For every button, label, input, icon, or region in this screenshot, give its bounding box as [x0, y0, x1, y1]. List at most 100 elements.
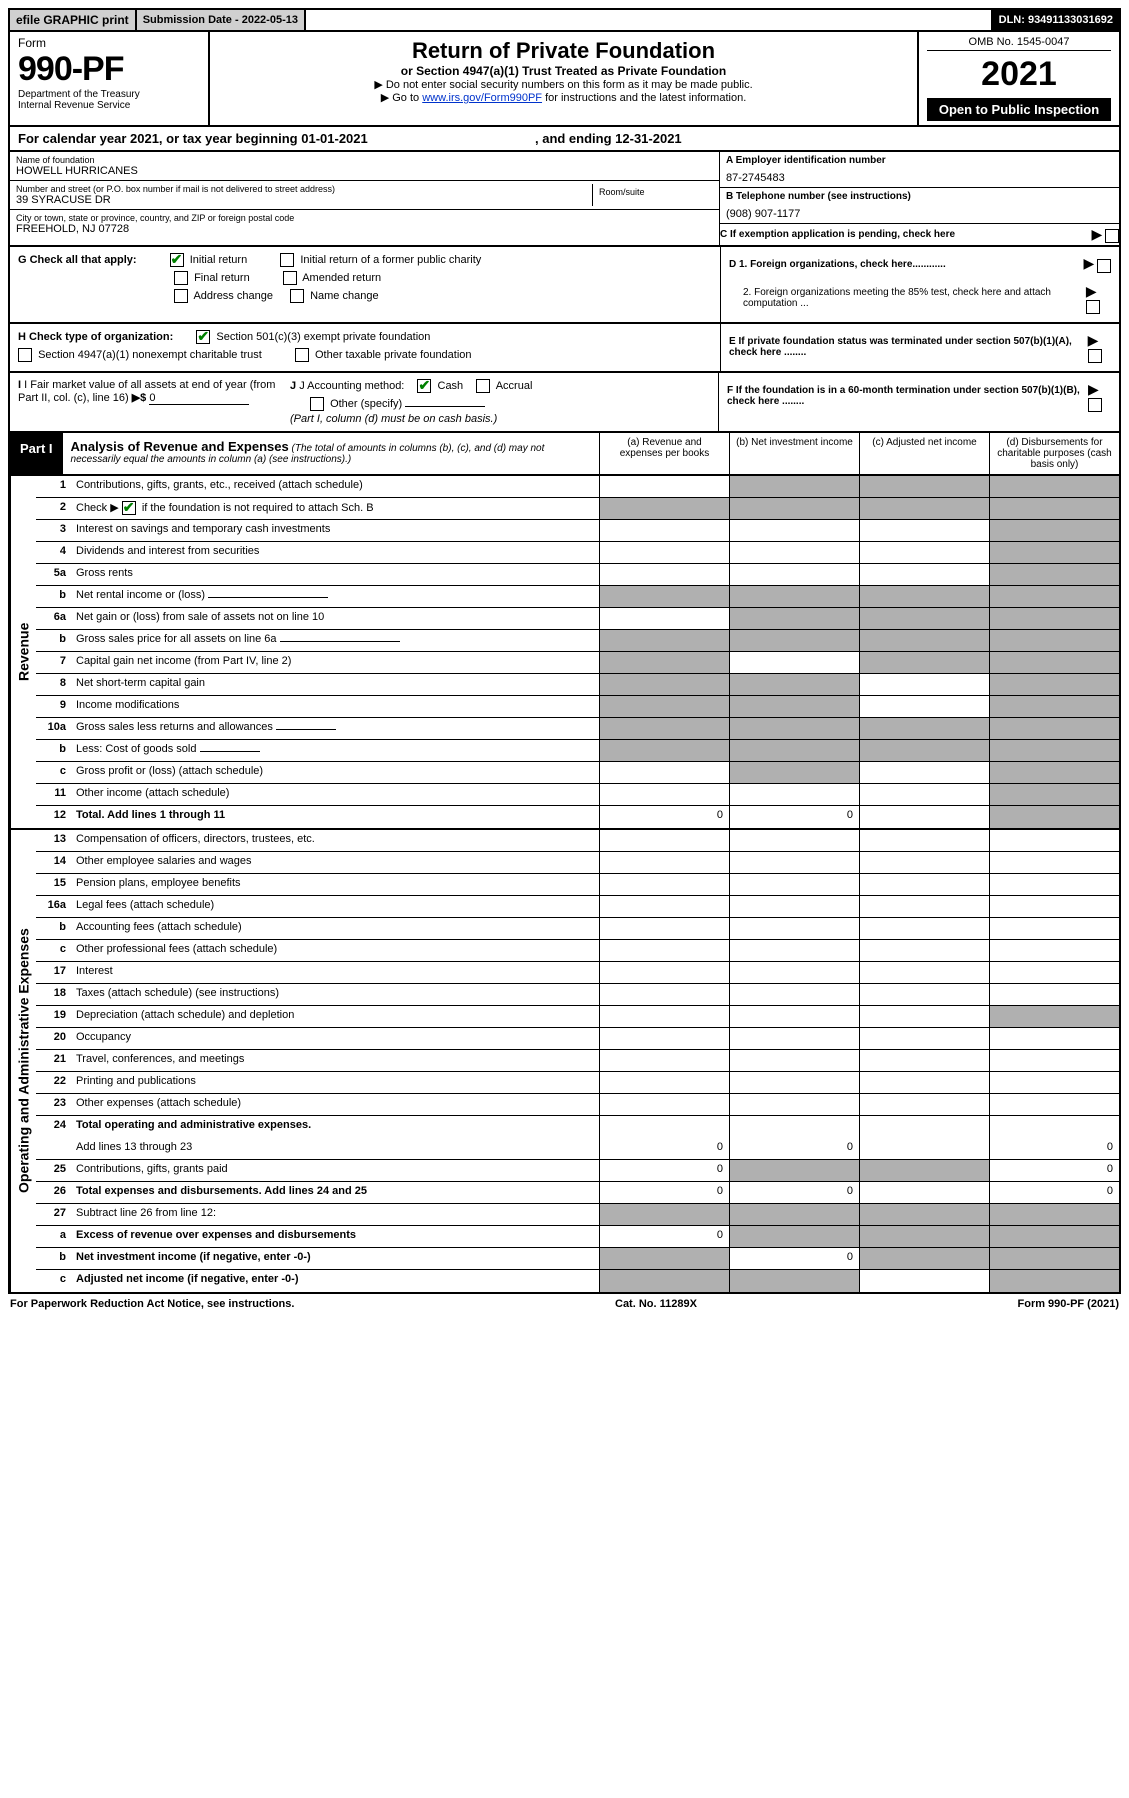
form-number: 990-PF: [18, 50, 200, 89]
address-row: Number and street (or P.O. box number if…: [10, 181, 719, 210]
10a-input[interactable]: [276, 729, 336, 730]
calyear-end: 12-31-2021: [615, 131, 682, 146]
ijf-row: I I Fair market value of all assets at e…: [8, 373, 1121, 433]
col-b-header: (b) Net investment income: [729, 433, 859, 474]
name-change-checkbox[interactable]: [290, 289, 304, 303]
final-return-checkbox[interactable]: [174, 271, 188, 285]
row-12: Total. Add lines 1 through 11: [72, 806, 599, 828]
d1-checkbox[interactable]: [1097, 259, 1111, 273]
d-section: D 1. Foreign organizations, check here..…: [721, 247, 1121, 323]
row-10a: Gross sales less returns and allowances: [72, 718, 599, 739]
j-cash: Cash: [438, 380, 464, 392]
row-16b: Accounting fees (attach schedule): [72, 918, 599, 939]
row-27b: Net investment income (if negative, ente…: [72, 1248, 599, 1269]
501c3-checkbox[interactable]: [196, 330, 210, 344]
row-19: Depreciation (attach schedule) and deple…: [72, 1006, 599, 1027]
g-opt-final: Final return: [194, 272, 250, 284]
row-9: Income modifications: [72, 696, 599, 717]
calyear-begin: 01-01-2021: [301, 131, 368, 146]
j-label: J Accounting method:: [299, 380, 404, 392]
f-checkbox[interactable]: [1088, 398, 1102, 412]
row-21: Travel, conferences, and meetings: [72, 1050, 599, 1071]
r27b-b: 0: [729, 1248, 859, 1269]
row-5b: Net rental income or (loss): [72, 586, 599, 607]
c-label: C If exemption application is pending, c…: [720, 229, 955, 240]
other-taxable-checkbox[interactable]: [295, 348, 309, 362]
6b-input[interactable]: [280, 641, 400, 642]
row-15: Pension plans, employee benefits: [72, 874, 599, 895]
row-18: Taxes (attach schedule) (see instruction…: [72, 984, 599, 1005]
r25-a: 0: [599, 1160, 729, 1181]
calyear-pre: For calendar year 2021, or tax year begi…: [18, 131, 301, 146]
part1-title: Analysis of Revenue and Expenses: [71, 439, 289, 454]
g-opt-initial: Initial return: [190, 254, 247, 266]
address-change-checkbox[interactable]: [174, 289, 188, 303]
form-label: Form: [18, 36, 200, 50]
h-e-row: H Check type of organization: Section 50…: [8, 324, 1121, 373]
row-20: Occupancy: [72, 1028, 599, 1049]
row-1: Contributions, gifts, grants, etc., rece…: [72, 476, 599, 497]
row-27: Subtract line 26 from line 12:: [72, 1204, 599, 1225]
r26-a: 0: [599, 1182, 729, 1203]
row-14: Other employee salaries and wages: [72, 852, 599, 873]
r24-a: 0: [599, 1138, 729, 1159]
irs-link[interactable]: www.irs.gov/Form990PF: [422, 92, 542, 104]
d1-label: D 1. Foreign organizations, check here..…: [729, 259, 946, 270]
dept-treasury: Department of the Treasury: [18, 89, 200, 100]
e-section: E If private foundation status was termi…: [721, 324, 1121, 373]
phone-label: B Telephone number (see instructions): [726, 191, 1113, 202]
i-section: I I Fair market value of all assets at e…: [18, 379, 278, 425]
foundation-name-cell: Name of foundation HOWELL HURRICANES: [10, 152, 719, 181]
amended-return-checkbox[interactable]: [283, 271, 297, 285]
name-label: Name of foundation: [16, 155, 713, 165]
room-label: Room/suite: [599, 187, 707, 197]
row-8: Net short-term capital gain: [72, 674, 599, 695]
phone-value: (908) 907-1177: [726, 202, 1113, 220]
row-22: Printing and publications: [72, 1072, 599, 1093]
other-method-checkbox[interactable]: [310, 397, 324, 411]
city-cell: City or town, state or province, country…: [10, 210, 719, 238]
row-6a: Net gain or (loss) from sale of assets n…: [72, 608, 599, 629]
4947-checkbox[interactable]: [18, 348, 32, 362]
street-cell: Number and street (or P.O. box number if…: [16, 184, 593, 206]
e-checkbox[interactable]: [1088, 349, 1102, 363]
accrual-checkbox[interactable]: [476, 379, 490, 393]
10b-input[interactable]: [200, 751, 260, 752]
f-label: F If the foundation is in a 60-month ter…: [727, 385, 1088, 407]
h-section: H Check type of organization: Section 50…: [8, 324, 721, 373]
other-specify-input[interactable]: [405, 406, 485, 407]
omb-number: OMB No. 1545-0047: [927, 36, 1111, 51]
c-checkbox[interactable]: [1105, 229, 1119, 243]
topbar-spacer: [306, 10, 993, 30]
footer-right: Form 990-PF (2021): [1018, 1298, 1119, 1310]
tax-year: 2021: [927, 55, 1111, 94]
j-note: (Part I, column (d) must be on cash basi…: [290, 413, 710, 425]
exemption-pending-cell: C If exemption application is pending, c…: [720, 224, 1119, 245]
ein-cell: A Employer identification number 87-2745…: [720, 152, 1119, 188]
5b-input[interactable]: [208, 597, 328, 598]
row-27c: Adjusted net income (if negative, enter …: [72, 1270, 599, 1292]
initial-former-checkbox[interactable]: [280, 253, 294, 267]
r24-b: 0: [729, 1138, 859, 1159]
d2-checkbox[interactable]: [1086, 300, 1100, 314]
opex-table: Operating and Administrative Expenses 13…: [8, 830, 1121, 1294]
r26-d: 0: [989, 1182, 1119, 1203]
g-section: G Check all that apply: Initial return I…: [8, 247, 721, 323]
initial-return-checkbox[interactable]: [170, 253, 184, 267]
g-opt-addr: Address change: [193, 290, 273, 302]
instr2-pre: ▶ Go to: [381, 92, 422, 104]
g-opt-former: Initial return of a former public charit…: [300, 254, 481, 266]
i-value: 0: [149, 392, 249, 405]
form-subtitle: or Section 4947(a)(1) Trust Treated as P…: [216, 64, 911, 78]
efile-print-button[interactable]: efile GRAPHIC print: [10, 10, 137, 30]
r27a-a: 0: [599, 1226, 729, 1247]
e-label: E If private foundation status was termi…: [729, 336, 1088, 358]
cash-checkbox[interactable]: [417, 379, 431, 393]
row-10b: Less: Cost of goods sold: [72, 740, 599, 761]
header-center: Return of Private Foundation or Section …: [210, 32, 919, 125]
schb-checkbox[interactable]: [122, 501, 136, 515]
city-value: FREEHOLD, NJ 07728: [16, 223, 713, 235]
row-4: Dividends and interest from securities: [72, 542, 599, 563]
row-27a: Excess of revenue over expenses and disb…: [72, 1226, 599, 1247]
calyear-mid: , and ending: [535, 131, 615, 146]
